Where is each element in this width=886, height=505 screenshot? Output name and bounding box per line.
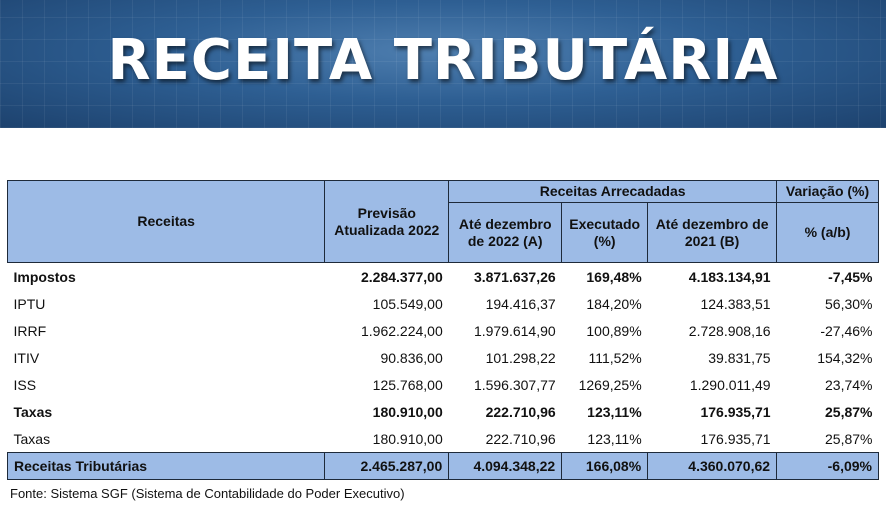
row-executado: 100,89% (586, 322, 642, 339)
header-previsao: Previsão Atualizada 2022 (324, 180, 450, 263)
row-ate-2022: 101.298,22 (485, 349, 556, 366)
row-label: Taxas (13, 403, 53, 420)
row-ate-2021: 2.728.908,16 (688, 322, 771, 339)
header-receitas-arrecadadas: Receitas Arrecadadas (448, 180, 778, 203)
table-row: Taxas 180.910,00 222.710,96 123,11% 176.… (8, 398, 879, 425)
row-ate-2022: 1.596.307,77 (473, 376, 556, 393)
total-executado: 166,08% (561, 452, 648, 480)
row-variacao: 25,87% (825, 430, 873, 447)
row-ate-2022: 222.710,96 (485, 430, 556, 447)
row-ate-2022: 3.871.637,26 (448, 262, 562, 290)
row-executado: 111,52% (588, 349, 642, 366)
row-previsao: 2.284.377,00 (324, 262, 449, 290)
table-row: IRRF 1.962.224,00 1.979.614,90 100,89% 2… (8, 317, 879, 344)
row-executado: 123,11% (587, 403, 642, 420)
row-label: IPTU (13, 295, 46, 312)
total-ate-2021: 4.360.070,62 (647, 452, 777, 480)
source-footnote: Fonte: Sistema SGF (Sistema de Contabili… (10, 486, 405, 501)
row-previsao: 180.910,00 (372, 430, 443, 447)
row-previsao: 90.836,00 (380, 349, 443, 366)
row-ate-2021: 4.183.134,91 (647, 262, 777, 290)
row-executado: 184,20% (586, 295, 642, 312)
row-ate-2021: 1.290.011,49 (689, 376, 771, 393)
row-executado: 169,48% (561, 262, 648, 290)
header-variacao: Variação (%) (776, 180, 879, 203)
table-row: ISS 125.768,00 1.596.307,77 1269,25% 1.2… (8, 371, 879, 398)
row-label: ISS (13, 376, 37, 393)
total-variacao: -6,09% (776, 452, 879, 480)
revenue-table: Receitas Previsão Atualizada 2022 Receit… (6, 180, 879, 480)
page-title: RECEITA TRIBUTÁRIA (107, 28, 779, 93)
row-executado: 123,11% (587, 430, 642, 447)
row-variacao: 23,74% (825, 376, 873, 393)
row-ate-2021: 176.935,71 (700, 430, 771, 447)
row-variacao: 154,32% (817, 349, 873, 366)
row-label: Taxas (13, 430, 51, 447)
row-ate-2022: 1.979.614,90 (473, 322, 556, 339)
row-ate-2022: 222.710,96 (485, 403, 556, 420)
header-executado: Executado (%) (561, 202, 649, 263)
header-variacao-ab: % (a/b) (776, 202, 879, 263)
row-previsao: 180.910,00 (372, 403, 443, 420)
total-row: Receitas Tributárias 2.465.287,00 4.094.… (6, 452, 879, 480)
table-row: ITIV 90.836,00 101.298,22 111,52% 39.831… (8, 344, 879, 371)
row-variacao: -27,46% (820, 322, 873, 339)
row-variacao: 56,30% (825, 295, 873, 312)
total-label: Receitas Tributárias (6, 452, 325, 480)
row-ate-2021: 176.935,71 (700, 403, 771, 420)
header-receitas: Receitas (6, 180, 326, 263)
row-label: IRRF (13, 322, 47, 339)
row-ate-2021: 39.831,75 (708, 349, 771, 366)
row-label: ITIV (13, 349, 40, 366)
row-previsao: 125.768,00 (372, 376, 443, 393)
row-variacao: 25,87% (825, 403, 873, 420)
row-ate-2021: 124.383,51 (700, 295, 771, 312)
title-banner: RECEITA TRIBUTÁRIA (0, 0, 886, 128)
total-previsao: 2.465.287,00 (324, 452, 449, 480)
row-label: Impostos (7, 262, 325, 290)
row-ate-2022: 194.416,37 (485, 295, 556, 312)
row-variacao: -7,45% (776, 262, 879, 290)
row-previsao: 1.962.224,00 (361, 322, 443, 339)
header-ate-2022: Até dezembro de 2022 (A) (448, 202, 563, 263)
table-row: Taxas 180.910,00 222.710,96 123,11% 176.… (8, 425, 879, 453)
row-previsao: 105.549,00 (372, 295, 443, 312)
row-executado: 1269,25% (578, 376, 642, 393)
total-ate-2022: 4.094.348,22 (448, 452, 562, 480)
header-ate-2021: Até dezembro de 2021 (B) (647, 202, 778, 263)
table-row: Impostos 2.284.377,00 3.871.637,26 169,4… (7, 262, 879, 290)
table-row: IPTU 105.549,00 194.416,37 184,20% 124.3… (8, 290, 879, 317)
